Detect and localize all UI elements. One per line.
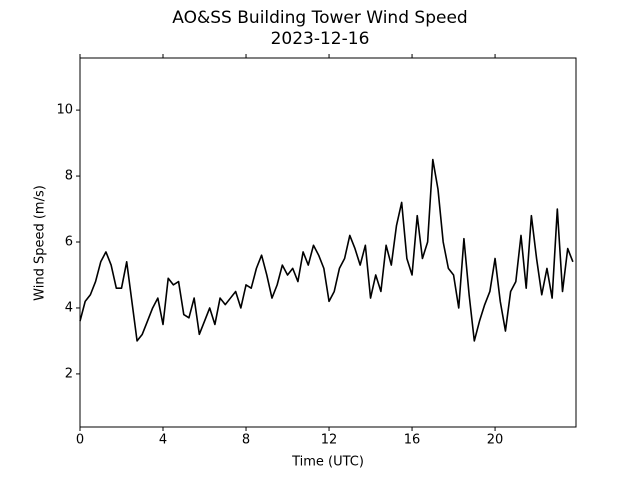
plot-frame: [79, 57, 577, 428]
x-tick-label: 12: [321, 433, 338, 448]
x-tick-label: 8: [242, 433, 250, 448]
x-tick-label: 20: [487, 433, 504, 448]
y-tick-label: 4: [65, 300, 73, 315]
y-axis-label: Wind Speed (m/s): [33, 185, 48, 301]
x-tick-label: 0: [76, 433, 84, 448]
y-tick-label: 6: [65, 235, 73, 250]
y-tick-label: 8: [65, 169, 73, 184]
y-tick-label: 2: [65, 366, 73, 381]
chart-title: AO&SS Building Tower Wind Speed: [172, 8, 467, 28]
x-tick-label: 4: [159, 433, 167, 448]
x-tick-label: 16: [404, 433, 421, 448]
y-tick-label: 10: [56, 103, 73, 118]
x-axis-label: Time (UTC): [291, 455, 364, 470]
chart-subtitle: 2023-12-16: [271, 29, 370, 49]
line: [79, 158, 574, 342]
